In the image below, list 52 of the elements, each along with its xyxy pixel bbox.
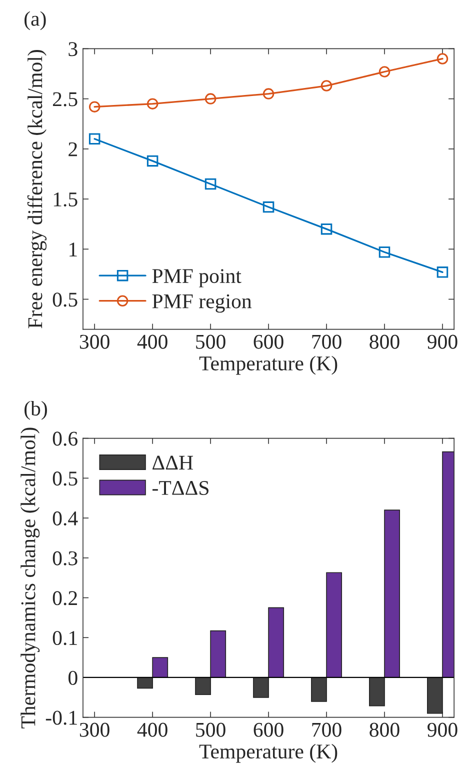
y-axis-title: Free energy difference (kcal/mol)	[27, 50, 47, 328]
y-tick-label: 2	[68, 142, 77, 156]
point	[320, 80, 332, 92]
y-axis-title: Thermodynamics change (kcal/mol)	[20, 428, 40, 728]
y-tick-label: 1.5	[54, 192, 78, 207]
y-tick-label: 0.6	[52, 432, 78, 446]
y-tick-label: 0	[68, 670, 78, 685]
y-tick-label: 1	[70, 242, 77, 256]
chart-title: (b)	[24, 400, 47, 420]
x-tick-label: 300	[80, 722, 110, 737]
y-tick-label: 0.5	[52, 292, 78, 307]
x-tick-label: 700	[312, 722, 342, 737]
y-tick-label: 2.5	[52, 92, 78, 106]
x-tick-label: 500	[196, 334, 226, 349]
point	[378, 66, 390, 78]
chart-title: (a)	[24, 11, 46, 30]
x-tick-label: 600	[254, 334, 284, 349]
x-tick-label: 400	[137, 722, 168, 737]
x-tick-label: 800	[370, 334, 400, 349]
legend-label: -TΔΔS	[152, 481, 208, 496]
point	[436, 53, 448, 64]
y-tick-label: 0.3	[52, 551, 78, 566]
y-tick-label: 3	[68, 42, 78, 56]
x-tick-label: 600	[254, 722, 284, 737]
x-tick-label: 400	[137, 334, 168, 349]
y-tick-label: 0.5	[52, 472, 78, 486]
point	[204, 178, 216, 190]
point	[146, 98, 158, 110]
point	[88, 101, 100, 112]
y-tick-label: 0.1	[52, 630, 77, 646]
y-tick-label: -0.1	[46, 710, 77, 725]
point	[378, 246, 390, 258]
y-tick-label: 0.2	[52, 591, 77, 606]
y-tick-label: 0.4	[52, 511, 78, 526]
point	[146, 155, 158, 167]
legend-label: ΔΔH	[152, 456, 193, 470]
x-tick-label: 800	[370, 722, 400, 737]
x-axis-title: Temperature (K)	[199, 356, 338, 375]
point	[436, 266, 448, 278]
point	[320, 223, 332, 235]
point	[262, 88, 274, 100]
x-tick-label: 900	[428, 334, 458, 349]
x-tick-label: 900	[428, 722, 458, 737]
point	[262, 201, 274, 213]
point	[88, 133, 100, 145]
x-tick-label: 700	[312, 334, 342, 349]
x-axis-title: Temperature (K)	[199, 744, 338, 763]
legend-label: PMF region	[152, 294, 252, 313]
x-tick-label: 300	[80, 334, 110, 349]
point	[204, 93, 216, 104]
legend-label: PMF point	[152, 269, 242, 288]
x-tick-label: 500	[196, 722, 226, 737]
